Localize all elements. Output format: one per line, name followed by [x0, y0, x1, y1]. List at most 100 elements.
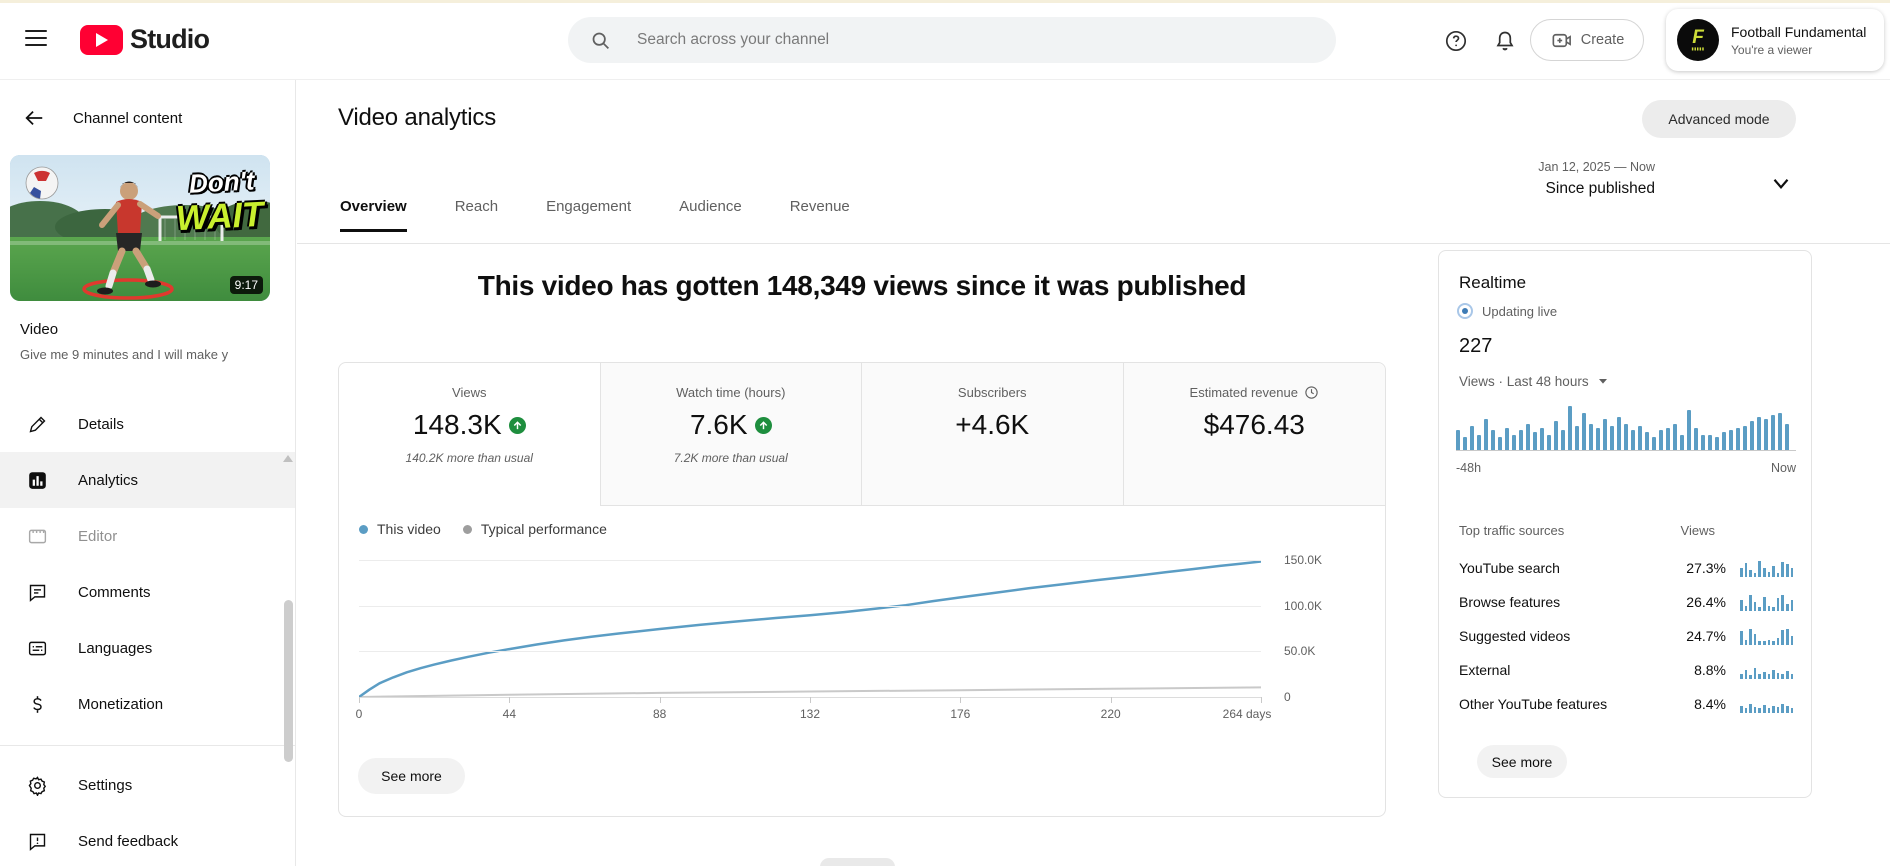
- chart-plot-area[interactable]: [359, 553, 1261, 698]
- sidebar-item-monetization[interactable]: Monetization: [0, 676, 295, 732]
- traffic-row-youtube-search[interactable]: YouTube search 27.3%: [1459, 551, 1796, 585]
- realtime-bar: [1638, 426, 1642, 450]
- sparkline-bar: [1767, 640, 1771, 645]
- sparkline-bar: [1740, 600, 1743, 611]
- video-thumbnail[interactable]: Don't WAIT 9:17: [10, 155, 270, 301]
- updating-live-row: Updating live: [1457, 303, 1557, 319]
- comments-icon: [25, 582, 49, 603]
- tab-engagement[interactable]: Engagement: [546, 198, 632, 215]
- help-icon[interactable]: [1443, 28, 1469, 54]
- sidebar-item-send-feedback[interactable]: Send feedback: [0, 813, 295, 866]
- sparkline-bar: [1772, 607, 1775, 611]
- traffic-source-pct: 24.7%: [1686, 628, 1726, 644]
- metric-watch-time[interactable]: Watch time (hours) 7.6K 7.2K more than u…: [600, 363, 862, 506]
- metric-subscribers[interactable]: Subscribers +4.6K: [862, 363, 1124, 506]
- viewer-role-label: You're a viewer: [1731, 42, 1813, 57]
- realtime-bar: [1484, 419, 1488, 450]
- legend-this-video[interactable]: This video: [359, 521, 441, 537]
- chart-series-line: [359, 560, 1261, 698]
- sidebar-scrollbar[interactable]: [284, 600, 293, 762]
- realtime-title: Realtime: [1459, 273, 1527, 292]
- thumbnail-scene: [10, 155, 270, 301]
- tab-reach[interactable]: Reach: [454, 198, 499, 215]
- notifications-bell-icon[interactable]: [1492, 28, 1518, 54]
- video-duration-badge: 9:17: [229, 276, 263, 294]
- thumbnail-text-wait: WAIT: [174, 194, 264, 239]
- tab-revenue[interactable]: Revenue: [789, 198, 850, 215]
- traffic-row-other-features[interactable]: Other YouTube features 8.4%: [1459, 687, 1796, 721]
- advanced-mode-button[interactable]: Advanced mode: [1642, 100, 1796, 138]
- realtime-bar: [1505, 428, 1509, 450]
- sparkline-bar: [1758, 561, 1761, 577]
- traffic-sparkline: [1740, 695, 1796, 713]
- back-arrow-icon[interactable]: [23, 107, 45, 129]
- sparkline-bar: [1753, 573, 1757, 577]
- tab-overview[interactable]: Overview: [340, 198, 407, 232]
- create-button[interactable]: Create: [1530, 19, 1644, 61]
- sparkline-bar: [1740, 631, 1743, 645]
- sidebar-scroll-up-arrow[interactable]: [283, 455, 293, 462]
- traffic-row-external[interactable]: External 8.8%: [1459, 653, 1796, 687]
- realtime-bar: [1477, 435, 1481, 450]
- sparkline-bar: [1758, 674, 1761, 679]
- realtime-views-count: 227: [1459, 335, 1493, 357]
- realtime-bar: [1736, 428, 1740, 450]
- sparkline-bar: [1753, 602, 1757, 611]
- top-edge-strip: [0, 0, 1890, 3]
- traffic-sparkline: [1740, 593, 1796, 611]
- sidebar: Channel content: [0, 80, 296, 866]
- traffic-source-name: Suggested videos: [1459, 628, 1571, 644]
- legend-typical-performance[interactable]: Typical performance: [462, 521, 607, 537]
- sparkline-bar: [1772, 670, 1775, 679]
- youtube-studio-logo[interactable]: Studio: [80, 24, 210, 55]
- sparkline-bar: [1749, 595, 1752, 611]
- see-more-button[interactable]: See more: [358, 758, 465, 794]
- legend-dot-gray: [462, 524, 472, 534]
- metric-label: Views: [452, 385, 487, 400]
- realtime-bar: [1659, 430, 1663, 450]
- realtime-bar: [1666, 428, 1670, 450]
- realtime-views-caption[interactable]: Views · Last 48 hours: [1459, 373, 1611, 389]
- sidebar-item-settings[interactable]: Settings: [0, 757, 295, 813]
- sidebar-item-analytics[interactable]: Analytics: [0, 452, 295, 508]
- metric-estimated-revenue[interactable]: Estimated revenue $476.43: [1123, 363, 1385, 506]
- axis-label-right: Now: [1770, 461, 1796, 475]
- sidebar-item-details[interactable]: Details: [0, 396, 295, 452]
- traffic-row-browse-features[interactable]: Browse features 26.4%: [1459, 585, 1796, 619]
- sparkline-bar: [1749, 675, 1752, 679]
- y-axis-tick-label: 50.0K: [1284, 644, 1316, 659]
- analytics-card: Views 148.3K 140.2K more than usual Watc…: [338, 362, 1386, 817]
- realtime-bar: [1743, 426, 1747, 450]
- languages-icon: [25, 638, 49, 659]
- sparkline-bar: [1772, 566, 1775, 577]
- next-section-peek: [820, 858, 895, 866]
- metric-views[interactable]: Views 148.3K 140.2K more than usual: [339, 363, 601, 506]
- realtime-bar-chart: [1456, 406, 1796, 451]
- hamburger-menu-icon[interactable]: [25, 30, 47, 46]
- realtime-panel: Realtime Updating live 227 Views · Last …: [1438, 250, 1812, 798]
- pencil-icon: [25, 414, 49, 435]
- sparkline-bar: [1767, 572, 1771, 577]
- create-video-icon: [1552, 33, 1571, 47]
- search-bar[interactable]: [568, 17, 1336, 63]
- sidebar-item-languages[interactable]: Languages: [0, 620, 295, 676]
- sparkline-bar: [1785, 604, 1789, 611]
- channel-account-chip[interactable]: F ▮▮▮▮▮ Football Fundamental You're a vi…: [1666, 9, 1884, 71]
- metric-value: +4.6K: [955, 409, 1030, 440]
- studio-wordmark: Studio: [130, 24, 210, 54]
- sidebar-item-comments[interactable]: Comments: [0, 564, 295, 620]
- trend-up-icon: [508, 416, 526, 434]
- chevron-down-icon[interactable]: [1768, 170, 1794, 201]
- date-range-selector[interactable]: Jan 12, 2025 — Now Since published: [1450, 160, 1655, 198]
- tab-audience[interactable]: Audience: [679, 198, 742, 215]
- search-input[interactable]: [637, 31, 1336, 49]
- realtime-bar: [1652, 437, 1656, 450]
- sparkline-bar: [1767, 708, 1771, 713]
- sidebar-item-label: Details: [78, 415, 124, 433]
- realtime-bar: [1512, 435, 1516, 450]
- metric-value: 148.3K: [412, 409, 502, 440]
- traffic-sparkline: [1740, 661, 1796, 679]
- traffic-row-suggested-videos[interactable]: Suggested videos 24.7%: [1459, 619, 1796, 653]
- sparkline-bar: [1785, 671, 1789, 679]
- realtime-see-more-button[interactable]: See more: [1477, 745, 1567, 778]
